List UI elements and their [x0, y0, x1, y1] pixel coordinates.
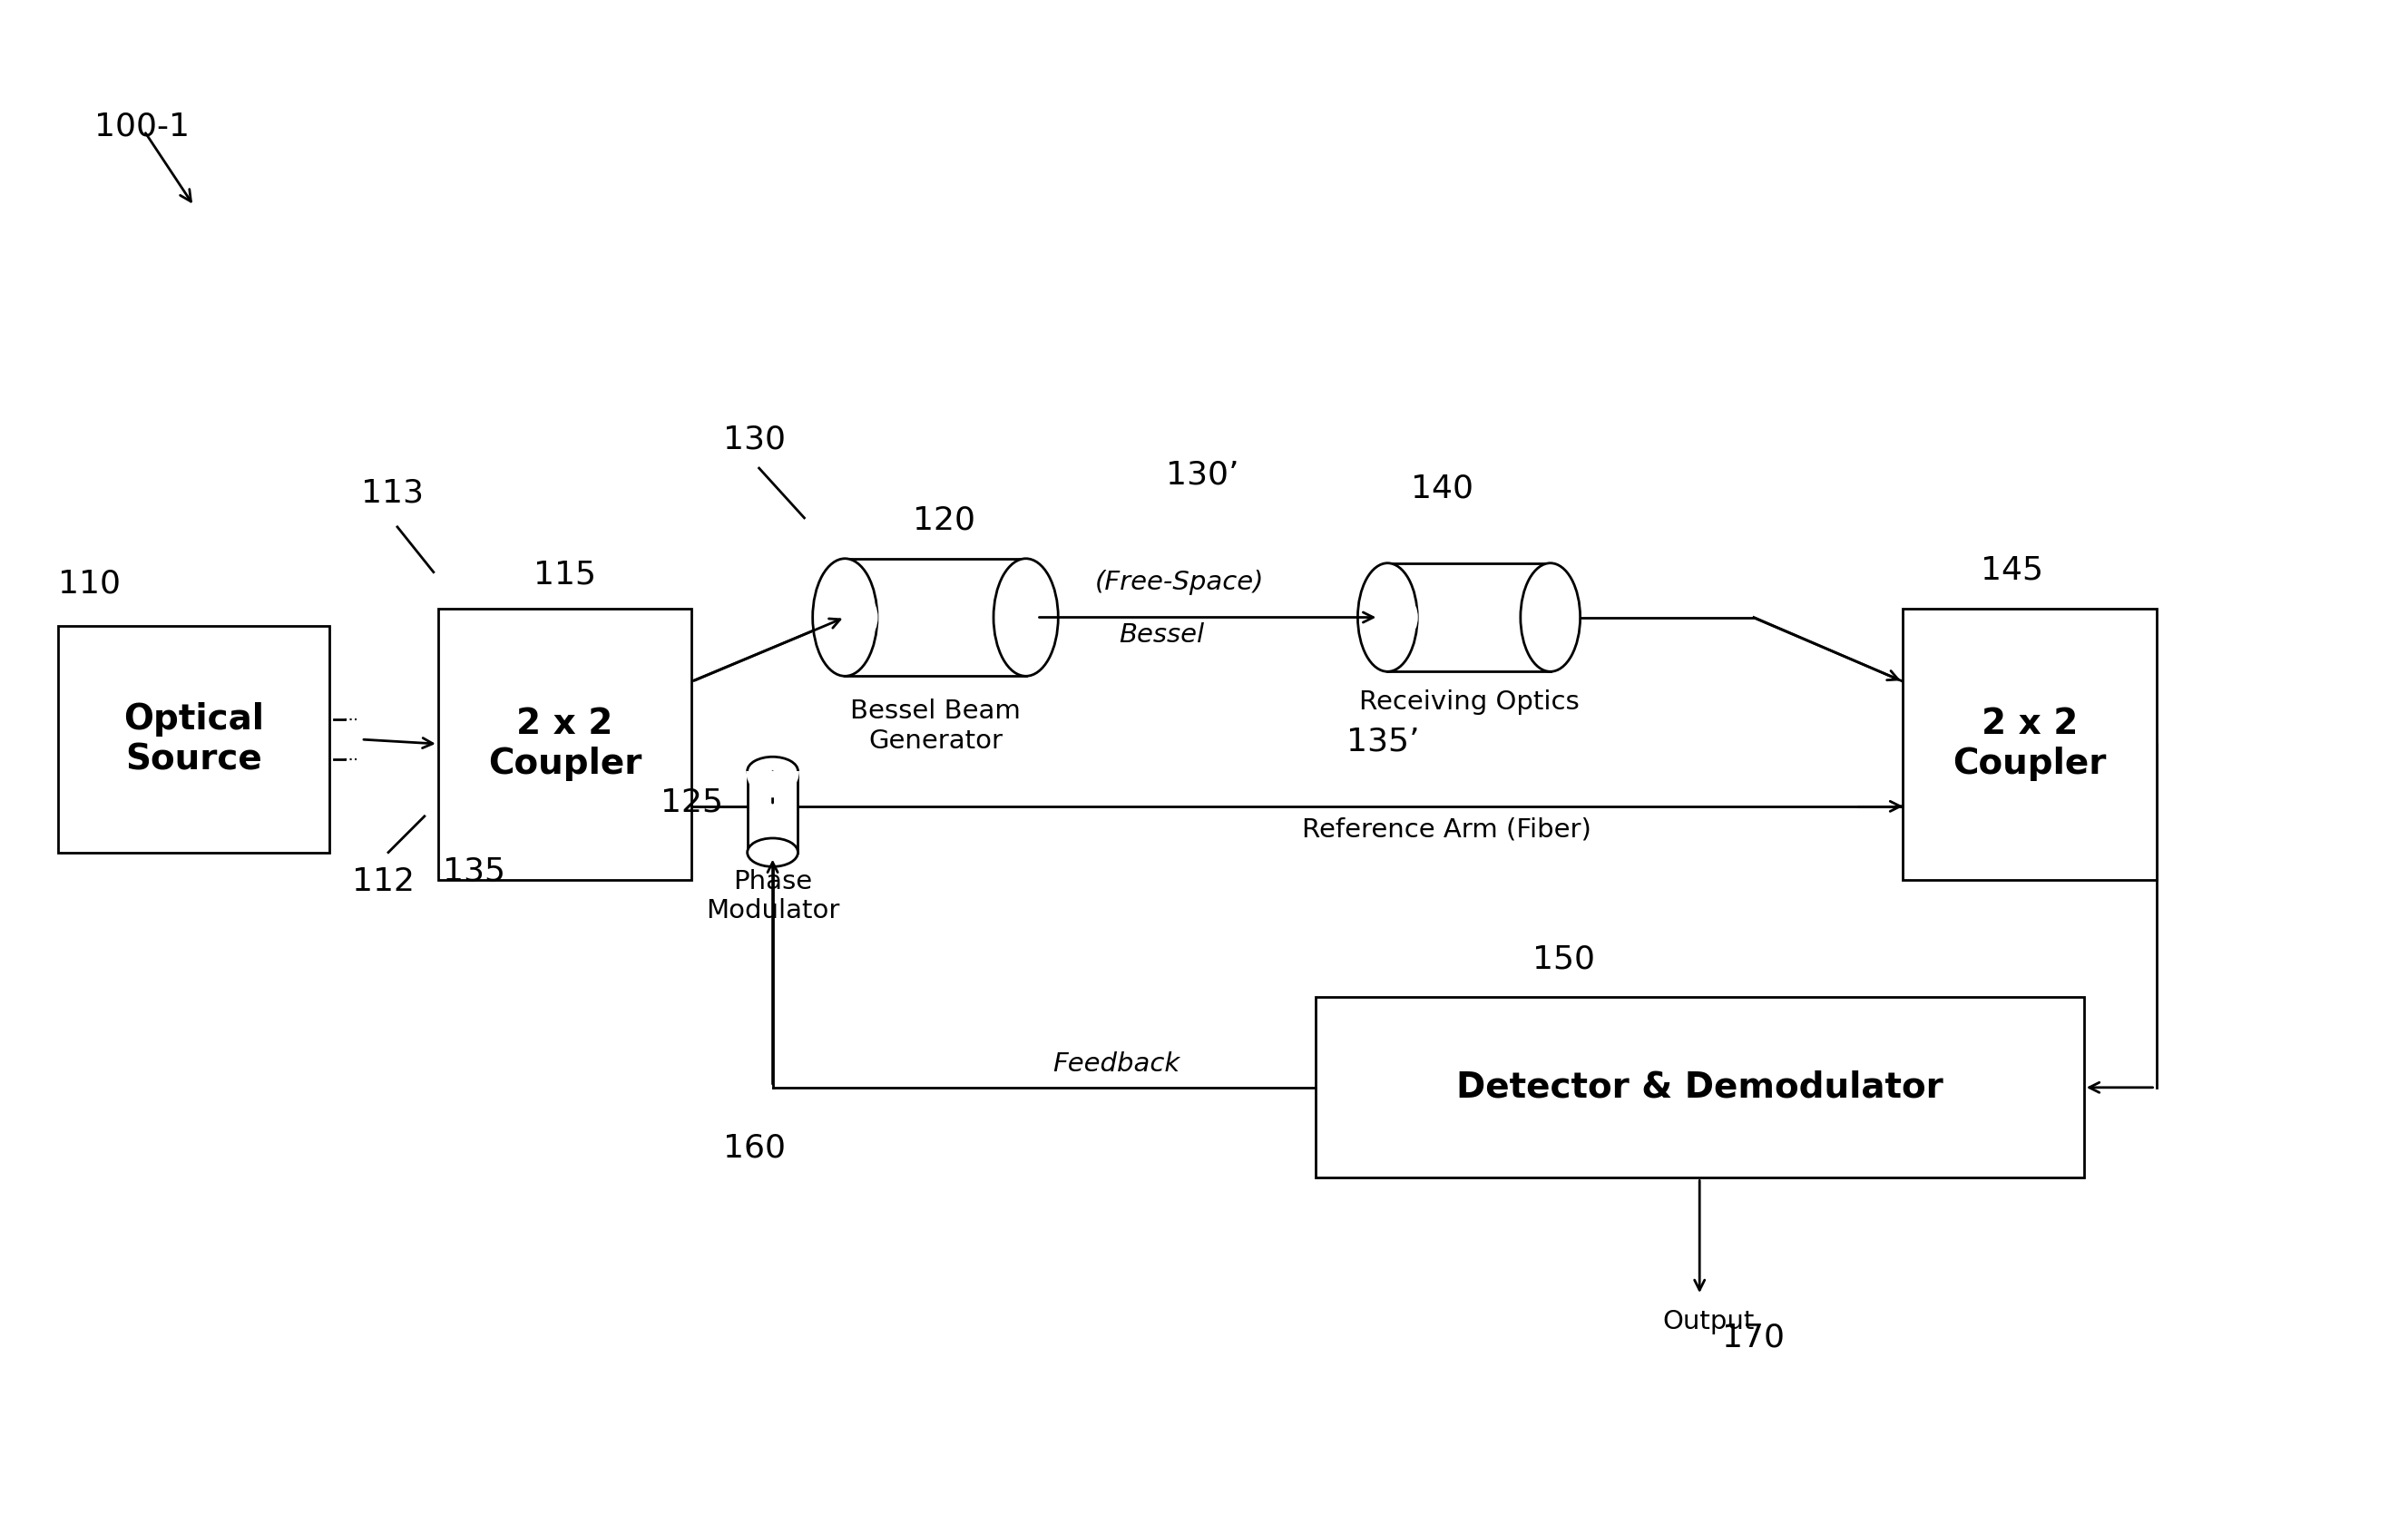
Text: 115: 115: [532, 559, 595, 590]
Text: 135’: 135’: [1346, 725, 1421, 756]
Text: 130: 130: [722, 424, 785, 454]
Text: 125: 125: [660, 788, 722, 818]
Text: Detector & Demodulator: Detector & Demodulator: [1457, 1070, 1943, 1105]
Text: Receiving Optics: Receiving Optics: [1358, 690, 1580, 715]
Polygon shape: [1387, 562, 1551, 672]
Text: 140: 140: [1411, 474, 1474, 504]
Text: (Free-Space): (Free-Space): [1096, 570, 1264, 594]
Text: Feedback: Feedback: [1052, 1052, 1180, 1076]
Text: 2 x 2
Coupler: 2 x 2 Coupler: [1953, 707, 2107, 782]
Wedge shape: [746, 771, 799, 797]
Text: 110: 110: [58, 568, 120, 599]
Wedge shape: [1387, 587, 1418, 648]
FancyBboxPatch shape: [438, 608, 691, 879]
Text: Bessel Beam
Generator: Bessel Beam Generator: [850, 698, 1021, 753]
Text: 113: 113: [361, 479, 424, 509]
FancyBboxPatch shape: [1315, 997, 2083, 1178]
Text: 120: 120: [913, 504, 975, 536]
Text: 112: 112: [352, 866, 414, 896]
Polygon shape: [845, 559, 1026, 677]
Ellipse shape: [746, 838, 797, 867]
Text: Output: Output: [1662, 1309, 1755, 1335]
Ellipse shape: [746, 757, 797, 785]
Ellipse shape: [1519, 562, 1580, 672]
Text: 100-1: 100-1: [94, 111, 190, 142]
Text: 170: 170: [1722, 1323, 1784, 1353]
Ellipse shape: [995, 559, 1057, 677]
Text: Optical
Source: Optical Source: [123, 703, 265, 777]
Text: 160: 160: [722, 1132, 785, 1163]
FancyBboxPatch shape: [58, 626, 330, 852]
Text: 135: 135: [443, 856, 506, 887]
Wedge shape: [845, 584, 879, 651]
Text: 150: 150: [1531, 943, 1594, 974]
Polygon shape: [746, 771, 797, 852]
Text: Bessel: Bessel: [1120, 622, 1204, 648]
Text: 145: 145: [1979, 555, 2042, 585]
FancyBboxPatch shape: [1902, 608, 2155, 879]
Text: Reference Arm (Fiber): Reference Arm (Fiber): [1303, 817, 1592, 843]
Text: 130’: 130’: [1165, 460, 1238, 491]
Text: Phase
Modulator: Phase Modulator: [706, 869, 840, 924]
Text: 2 x 2
Coupler: 2 x 2 Coupler: [489, 707, 641, 782]
Ellipse shape: [811, 559, 877, 677]
Ellipse shape: [1358, 562, 1418, 672]
